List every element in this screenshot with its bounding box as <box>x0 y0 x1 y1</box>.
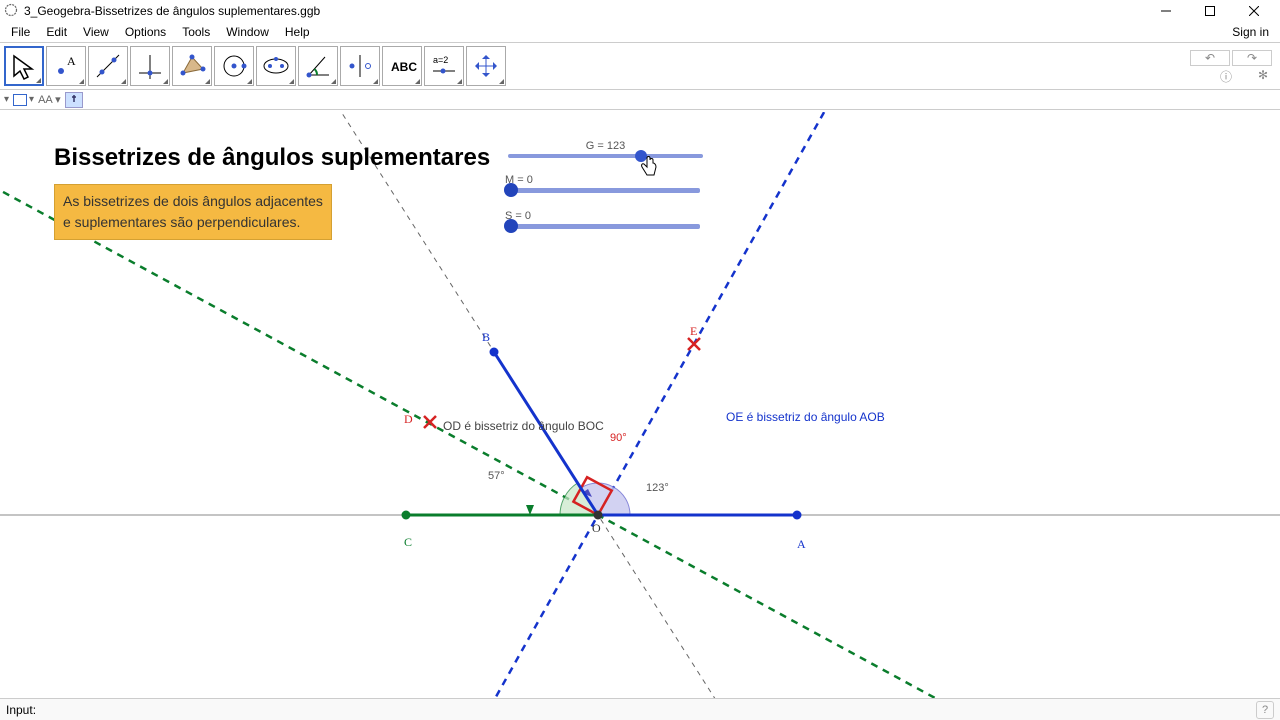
tool-move-view[interactable] <box>466 46 506 86</box>
toolbar: A ABC a=2 ↶ ↷ ⓘ ✻ <box>0 42 1280 90</box>
tool-reflect[interactable] <box>340 46 380 86</box>
minimize-button[interactable] <box>1144 0 1188 22</box>
svg-text:A: A <box>67 54 76 68</box>
stylebar-font[interactable]: AA ▾ <box>38 93 61 106</box>
slider-m-label: M = 0 <box>505 174 700 186</box>
tool-move[interactable] <box>4 46 44 86</box>
slider-g-label: G = 123 <box>508 140 703 152</box>
canvas-heading: Bissetrizes de ângulos suplementares <box>54 144 490 172</box>
point-label-b: B <box>482 330 490 345</box>
undo-button[interactable]: ↶ <box>1190 50 1230 66</box>
tool-line[interactable] <box>88 46 128 86</box>
toolbar-right: ↶ ↷ ⓘ ✻ <box>1190 50 1276 82</box>
slider-s[interactable]: S = 0 <box>505 210 700 229</box>
menu-help[interactable]: Help <box>278 23 317 41</box>
slider-s-knob[interactable] <box>504 219 518 233</box>
slider-m-knob[interactable] <box>504 183 518 197</box>
note-box: As bissetrizes de dois ângulos adjacente… <box>54 184 332 240</box>
titlebar: 3_Geogebra-Bissetrizes de ângulos suplem… <box>0 0 1280 22</box>
annot-oe: OE é bissetriz do ângulo AOB <box>726 410 885 424</box>
menu-edit[interactable]: Edit <box>39 23 74 41</box>
signin-link[interactable]: Sign in <box>1225 23 1276 41</box>
annot-od: OD é bissetriz do ângulo BOC <box>443 419 604 433</box>
tool-point[interactable]: A <box>46 46 86 86</box>
point-label-o: O <box>592 521 601 536</box>
tool-circle[interactable] <box>214 46 254 86</box>
stylebar-color[interactable]: ▾ <box>13 94 34 106</box>
close-button[interactable] <box>1232 0 1276 22</box>
stylebar-chevron[interactable]: ▾ <box>4 94 9 105</box>
note-line1: As bissetrizes de dois ângulos adjacente… <box>63 191 323 212</box>
note-line2: e suplementares são perpendiculares. <box>63 212 323 233</box>
input-label: Input: <box>6 703 36 717</box>
tool-angle[interactable] <box>298 46 338 86</box>
svg-text:a=2: a=2 <box>433 55 448 65</box>
tool-perpendicular[interactable] <box>130 46 170 86</box>
tool-polygon[interactable] <box>172 46 212 86</box>
menu-window[interactable]: Window <box>219 23 276 41</box>
maximize-button[interactable] <box>1188 0 1232 22</box>
point-label-d: D <box>404 412 413 427</box>
menu-tools[interactable]: Tools <box>175 23 217 41</box>
angle-label-1: 90° <box>610 432 627 444</box>
slider-s-label: S = 0 <box>505 210 700 222</box>
menu-file[interactable]: File <box>4 23 37 41</box>
toolbar-settings-icon[interactable]: ✻ <box>1258 68 1272 82</box>
tool-ellipse[interactable] <box>256 46 296 86</box>
toolbar-help-icon[interactable]: ⓘ <box>1220 68 1234 82</box>
point-label-e: E <box>690 324 697 339</box>
input-help-button[interactable]: ? <box>1256 701 1274 719</box>
menubar: File Edit View Options Tools Window Help… <box>0 22 1280 42</box>
angle-label-2: 57° <box>488 470 505 482</box>
point-label-c: C <box>404 535 412 550</box>
angle-label-0: 123° <box>646 482 669 494</box>
redo-button[interactable]: ↷ <box>1232 50 1272 66</box>
tool-slider[interactable]: a=2 <box>424 46 464 86</box>
graphics-canvas[interactable]: Bissetrizes de ângulos suplementares As … <box>0 112 1280 698</box>
app-icon <box>4 3 18 20</box>
point-label-a: A <box>797 537 806 552</box>
inputbar: Input: ? <box>0 698 1280 720</box>
menu-options[interactable]: Options <box>118 23 173 41</box>
slider-g[interactable]: G = 123 <box>508 140 703 158</box>
tool-text[interactable]: ABC <box>382 46 422 86</box>
slider-g-knob[interactable] <box>635 150 647 162</box>
svg-text:ABC: ABC <box>391 60 417 74</box>
stylebar-pin[interactable] <box>65 92 83 108</box>
menu-view[interactable]: View <box>76 23 116 41</box>
stylebar: ▾ ▾ AA ▾ <box>0 90 1280 110</box>
window-controls <box>1144 0 1276 22</box>
input-field[interactable] <box>42 701 1250 719</box>
window-title: 3_Geogebra-Bissetrizes de ângulos suplem… <box>24 4 1144 18</box>
slider-m[interactable]: M = 0 <box>505 174 700 193</box>
